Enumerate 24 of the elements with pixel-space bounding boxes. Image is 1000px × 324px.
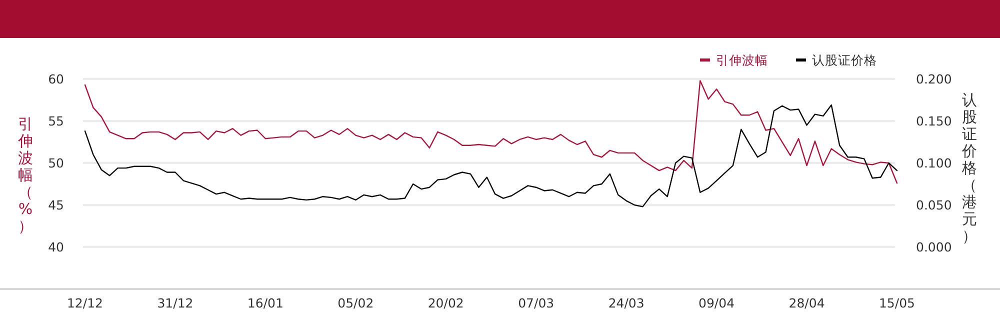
y2-tick-label: 0.200 [916,72,952,86]
x-tick-label: 31/12 [157,296,194,310]
x-tick-label: 24/03 [608,296,644,310]
x-tick-label: 15/05 [878,296,916,310]
legend-label: 引伸波幅 [716,52,768,68]
y-axis-title: 引伸波幅（%） [18,115,33,235]
y2-tick-label: 0.100 [916,156,952,170]
y-tick-label: 60 [48,72,64,86]
y-tick-label: 45 [48,198,64,212]
x-tick-label: 05/02 [338,296,374,310]
x-tick-label: 07/03 [518,296,554,310]
text: 认股证价格（港元） [962,91,977,245]
x-tick-label: 16/01 [247,296,284,310]
y2-tick-label: 0.150 [916,114,952,128]
y-tick-label: 50 [48,156,64,170]
x-tick-label: 20/02 [428,296,464,310]
y2-tick-label: 0.000 [916,240,952,254]
y-tick-label: 40 [48,240,64,254]
x-tick-label: 28/04 [788,296,825,310]
y-tick-label: 55 [48,114,64,128]
x-tick-label: 12/12 [66,296,104,310]
x-tick-label: 09/04 [698,296,735,310]
legend-label: 认股证价格 [812,52,877,68]
y2-tick-label: 0.050 [916,198,952,212]
